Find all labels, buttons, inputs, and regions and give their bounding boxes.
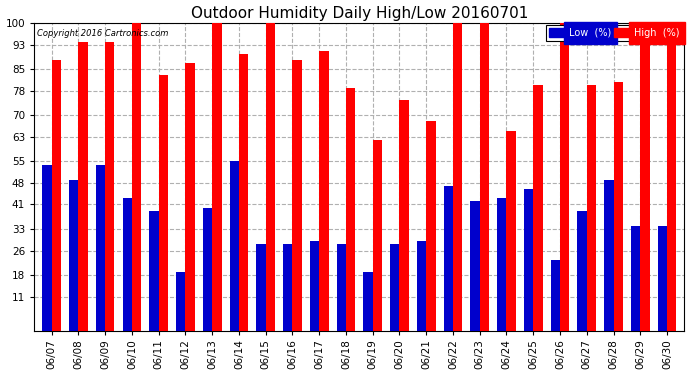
Bar: [364, 272, 373, 330]
Bar: [453, 23, 462, 330]
Bar: [337, 244, 346, 330]
Bar: [123, 198, 132, 330]
Bar: [96, 165, 105, 330]
Bar: [390, 244, 400, 330]
Bar: [42, 165, 52, 330]
Bar: [159, 75, 168, 330]
Bar: [613, 81, 623, 330]
Bar: [293, 60, 302, 330]
Bar: [212, 23, 221, 330]
Bar: [667, 23, 676, 330]
Bar: [149, 211, 159, 330]
Bar: [560, 23, 569, 330]
Bar: [586, 85, 596, 330]
Bar: [239, 54, 248, 330]
Bar: [346, 88, 355, 330]
Bar: [578, 211, 586, 330]
Bar: [417, 242, 426, 330]
Bar: [471, 201, 480, 330]
Bar: [373, 140, 382, 330]
Bar: [186, 63, 195, 330]
Bar: [506, 131, 516, 330]
Bar: [480, 23, 489, 330]
Bar: [69, 180, 79, 330]
Bar: [256, 244, 266, 330]
Bar: [283, 244, 293, 330]
Bar: [230, 162, 239, 330]
Bar: [105, 42, 115, 330]
Bar: [132, 23, 141, 330]
Bar: [497, 198, 506, 330]
Bar: [203, 208, 212, 330]
Bar: [604, 180, 613, 330]
Bar: [52, 60, 61, 330]
Bar: [658, 226, 667, 330]
Bar: [533, 85, 542, 330]
Bar: [266, 23, 275, 330]
Bar: [551, 260, 560, 330]
Bar: [524, 189, 533, 330]
Text: Copyright 2016 Cartronics.com: Copyright 2016 Cartronics.com: [37, 29, 169, 38]
Bar: [79, 42, 88, 330]
Bar: [310, 242, 319, 330]
Legend: Low  (%), High  (%): Low (%), High (%): [546, 25, 682, 41]
Bar: [426, 122, 435, 330]
Bar: [444, 186, 453, 330]
Title: Outdoor Humidity Daily High/Low 20160701: Outdoor Humidity Daily High/Low 20160701: [190, 6, 528, 21]
Bar: [400, 100, 409, 330]
Bar: [640, 45, 650, 330]
Bar: [176, 272, 186, 330]
Bar: [319, 51, 328, 330]
Bar: [631, 226, 640, 330]
